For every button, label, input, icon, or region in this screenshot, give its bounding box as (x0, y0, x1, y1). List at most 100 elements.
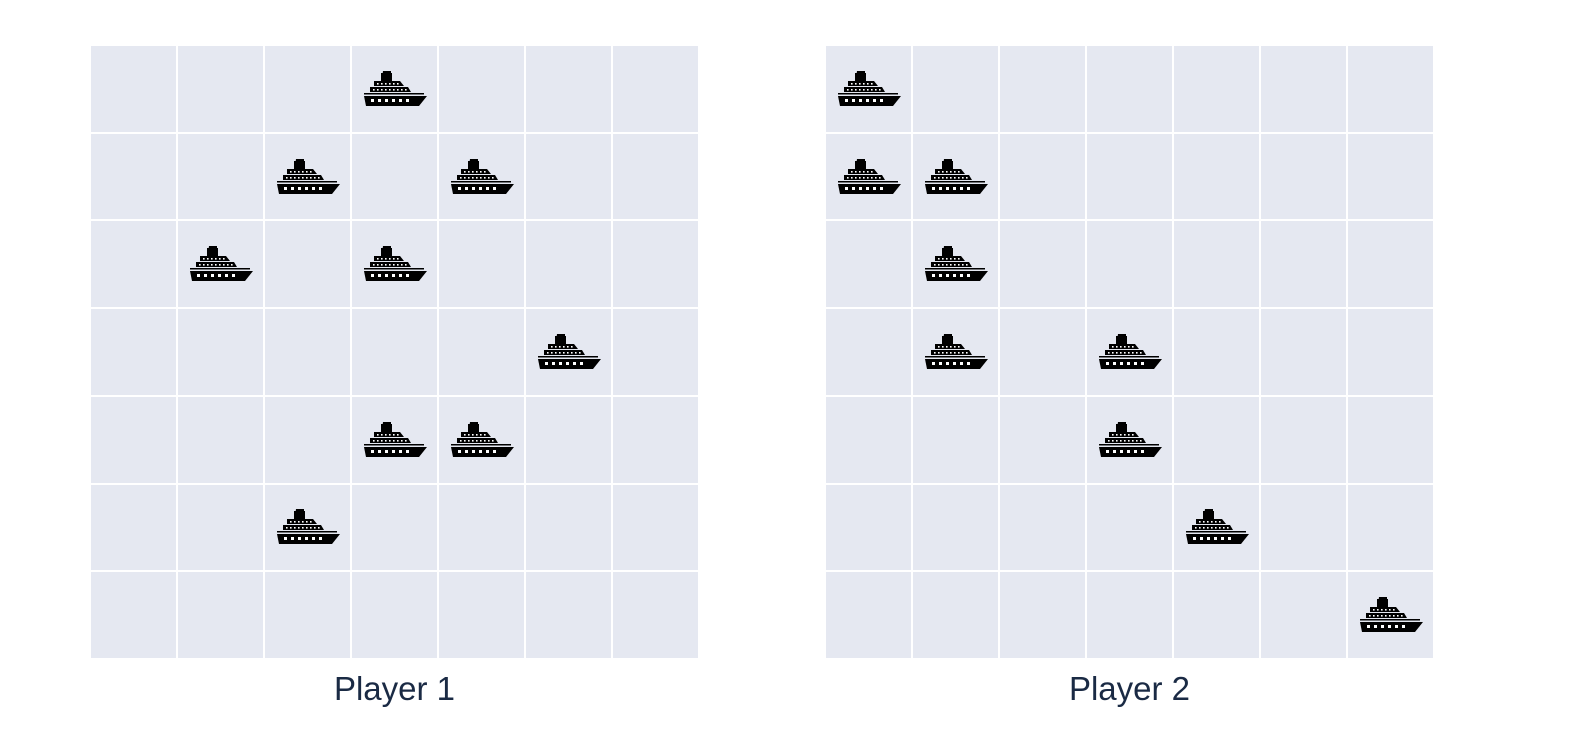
grid-cell[interactable] (913, 396, 998, 483)
grid-cell[interactable] (1000, 572, 1085, 658)
grid-cell[interactable] (352, 572, 437, 658)
grid-cell[interactable] (265, 133, 350, 220)
grid-cell[interactable] (1087, 46, 1172, 132)
grid-cell[interactable] (1087, 309, 1172, 395)
grid-cell[interactable] (826, 309, 911, 395)
grid-cell[interactable] (1348, 572, 1433, 658)
grid-cell[interactable] (1174, 396, 1259, 483)
grid-cell[interactable] (526, 46, 611, 132)
grid-cell[interactable] (91, 46, 176, 132)
grid-cell[interactable] (826, 46, 911, 132)
grid-cell[interactable] (913, 572, 998, 658)
grid-cell[interactable] (178, 133, 263, 220)
grid-cell[interactable] (613, 396, 698, 483)
grid-cell[interactable] (91, 484, 176, 571)
grid-cell[interactable] (613, 484, 698, 571)
grid-cell[interactable] (613, 46, 698, 132)
grid-cell[interactable] (1261, 133, 1346, 220)
grid-cell[interactable] (439, 46, 524, 132)
grid-cell[interactable] (1087, 133, 1172, 220)
grid-cell[interactable] (1261, 396, 1346, 483)
grid-cell[interactable] (265, 309, 350, 395)
grid-cell[interactable] (178, 46, 263, 132)
grid-cell[interactable] (913, 221, 998, 308)
grid-cell[interactable] (1348, 309, 1433, 395)
grid-cell[interactable] (1087, 484, 1172, 571)
grid-cell[interactable] (439, 572, 524, 658)
grid-cell[interactable] (352, 396, 437, 483)
grid-cell[interactable] (1348, 396, 1433, 483)
grid-cell[interactable] (439, 484, 524, 571)
grid-cell[interactable] (1174, 221, 1259, 308)
grid-cell[interactable] (1087, 396, 1172, 483)
grid-cell[interactable] (1261, 572, 1346, 658)
grid-cell[interactable] (613, 133, 698, 220)
grid-cell[interactable] (178, 309, 263, 395)
grid-cell[interactable] (1348, 46, 1433, 132)
grid-cell[interactable] (91, 396, 176, 483)
grid-cell[interactable] (1261, 309, 1346, 395)
grid-cell[interactable] (352, 309, 437, 395)
grid-cell[interactable] (1174, 46, 1259, 132)
grid-cell[interactable] (265, 221, 350, 308)
grid-cell[interactable] (178, 221, 263, 308)
grid-cell[interactable] (265, 46, 350, 132)
grid-cell[interactable] (1000, 484, 1085, 571)
grid-cell[interactable] (91, 221, 176, 308)
grid-cell[interactable] (826, 221, 911, 308)
grid-cell[interactable] (178, 484, 263, 571)
grid-cell[interactable] (826, 133, 911, 220)
grid-cell[interactable] (1087, 221, 1172, 308)
grid-cell[interactable] (91, 572, 176, 658)
grid-cell[interactable] (526, 396, 611, 483)
grid-cell[interactable] (265, 396, 350, 483)
grid-cell[interactable] (1348, 484, 1433, 571)
cruise-ship-icon (450, 158, 514, 194)
grid-cell[interactable] (826, 572, 911, 658)
grid-cell[interactable] (913, 484, 998, 571)
grid-cell[interactable] (526, 572, 611, 658)
grid-cell[interactable] (613, 309, 698, 395)
grid-cell[interactable] (1000, 46, 1085, 132)
grid-cell[interactable] (1261, 221, 1346, 308)
grid-cell[interactable] (526, 484, 611, 571)
grid-cell[interactable] (1348, 133, 1433, 220)
grid-cell[interactable] (352, 133, 437, 220)
cruise-ship-icon (363, 70, 427, 106)
grid-cell[interactable] (352, 46, 437, 132)
grid-cell[interactable] (1174, 572, 1259, 658)
grid-cell[interactable] (439, 309, 524, 395)
grid-cell[interactable] (91, 133, 176, 220)
grid-cell[interactable] (826, 396, 911, 483)
grid-cell[interactable] (352, 221, 437, 308)
grid-cell[interactable] (526, 133, 611, 220)
grid-cell[interactable] (178, 572, 263, 658)
grid-cell[interactable] (439, 396, 524, 483)
grid-cell[interactable] (913, 46, 998, 132)
grid-cell[interactable] (91, 309, 176, 395)
grid-cell[interactable] (352, 484, 437, 571)
grid-cell[interactable] (1000, 396, 1085, 483)
grid-cell[interactable] (913, 133, 998, 220)
grid-cell[interactable] (439, 133, 524, 220)
grid-cell[interactable] (178, 396, 263, 483)
grid-cell[interactable] (1348, 221, 1433, 308)
grid-cell[interactable] (1000, 309, 1085, 395)
grid-cell[interactable] (613, 221, 698, 308)
grid-cell[interactable] (1174, 484, 1259, 571)
grid-cell[interactable] (526, 221, 611, 308)
grid-cell[interactable] (439, 221, 524, 308)
grid-cell[interactable] (826, 484, 911, 571)
grid-cell[interactable] (913, 309, 998, 395)
grid-cell[interactable] (613, 572, 698, 658)
grid-cell[interactable] (1174, 309, 1259, 395)
grid-cell[interactable] (1261, 484, 1346, 571)
grid-cell[interactable] (265, 484, 350, 571)
grid-cell[interactable] (526, 309, 611, 395)
grid-cell[interactable] (1261, 46, 1346, 132)
grid-cell[interactable] (1000, 221, 1085, 308)
grid-cell[interactable] (265, 572, 350, 658)
grid-cell[interactable] (1000, 133, 1085, 220)
grid-cell[interactable] (1174, 133, 1259, 220)
grid-cell[interactable] (1087, 572, 1172, 658)
